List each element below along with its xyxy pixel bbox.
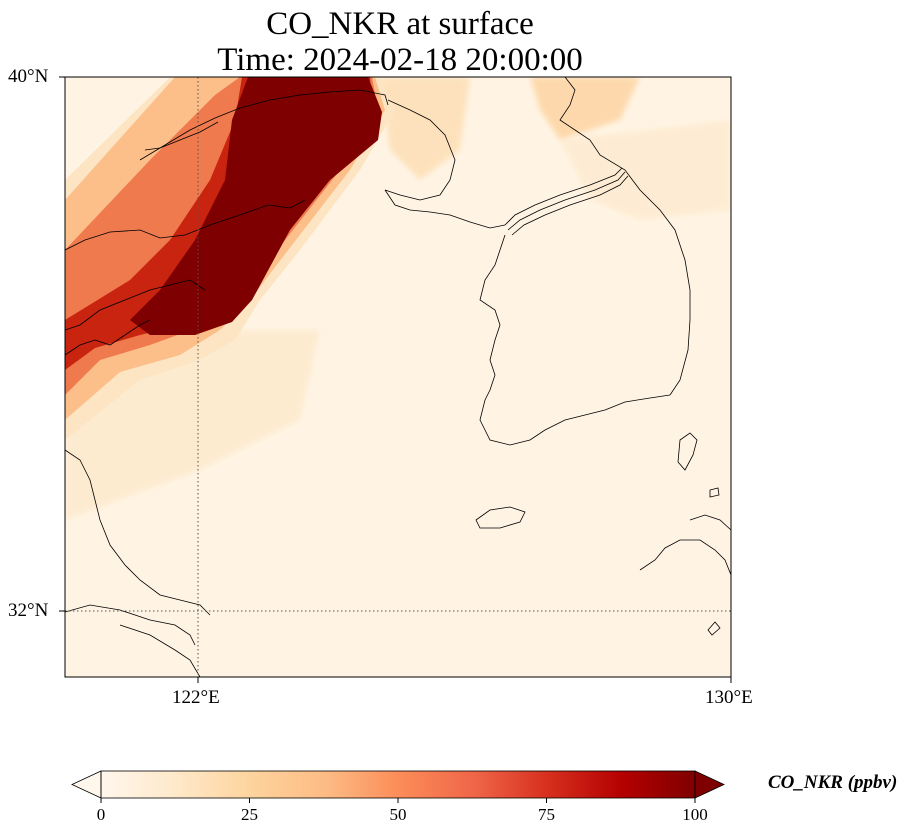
coastline-yangtze-south — [119, 624, 201, 677]
colorbar-label-25: 25 — [241, 805, 258, 824]
map-title-line-2: Time: 2024-02-18 20:00:00 — [217, 42, 583, 78]
colorbar-label-0: 0 — [96, 805, 106, 824]
field-low-north — [530, 77, 640, 140]
lon-tick-122e: 122°E — [172, 687, 220, 708]
island-goto — [707, 621, 721, 636]
coastline-korea-east — [559, 77, 691, 396]
coastline-border-2 — [507, 171, 626, 231]
colorbar-gradient — [101, 771, 695, 798]
island-jeju — [475, 506, 526, 529]
island-tsushima — [677, 432, 698, 471]
coastline-border-1 — [504, 167, 623, 226]
coastline-bohai-west — [65, 199, 306, 251]
colorbar-extend-max — [694, 770, 725, 799]
axis-ticks — [59, 76, 732, 683]
colorbar-label-50: 50 — [389, 805, 407, 824]
colorbar-extend-min — [71, 770, 102, 799]
island-iki — [709, 487, 720, 498]
coastline-korea-west-south — [479, 234, 671, 446]
coastline-liaodong-inner — [144, 121, 219, 151]
coastline-yangtze-north — [65, 604, 196, 646]
lon-tick-130e: 130°E — [705, 687, 753, 708]
coastline-shandong-north — [65, 279, 206, 331]
coastlines — [65, 77, 731, 677]
coastline-border-3 — [511, 175, 629, 236]
lat-tick-40n: 40°N — [8, 66, 49, 87]
coastline-liaodong — [139, 89, 389, 161]
colorbar — [71, 770, 725, 803]
coastline-china-east — [65, 449, 211, 616]
coastline-korea-northwest — [384, 189, 506, 229]
coastline-kyushu-west — [639, 539, 731, 576]
map-title-line-1: CO_NKR at surface — [266, 6, 534, 42]
coastline-korea-bay — [384, 99, 456, 201]
concentration-field — [65, 77, 731, 677]
colorbar-label-100: 100 — [682, 805, 708, 824]
field-low-northeast — [560, 120, 731, 220]
field-low-bay — [380, 77, 470, 180]
map-frame — [64, 76, 732, 678]
coastline-shandong-south — [65, 319, 151, 356]
lat-tick-32n: 32°N — [8, 600, 49, 621]
colorbar-label-75: 75 — [538, 805, 555, 824]
colorbar-title: CO_NKR (ppbv) — [768, 772, 898, 793]
gridlines — [65, 77, 731, 677]
plume-core — [130, 77, 382, 335]
coastline-kyushu-north — [689, 514, 731, 531]
